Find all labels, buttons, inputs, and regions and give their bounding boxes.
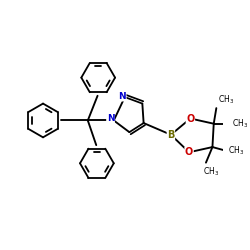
Text: N: N: [107, 114, 114, 123]
Text: O: O: [185, 147, 193, 157]
Text: CH$_3$: CH$_3$: [203, 166, 220, 178]
Text: CH$_3$: CH$_3$: [232, 118, 248, 130]
Text: O: O: [186, 114, 194, 124]
Text: CH$_3$: CH$_3$: [218, 93, 234, 106]
Text: N: N: [118, 92, 126, 101]
Text: CH$_3$: CH$_3$: [228, 145, 244, 157]
Text: B: B: [167, 130, 174, 140]
